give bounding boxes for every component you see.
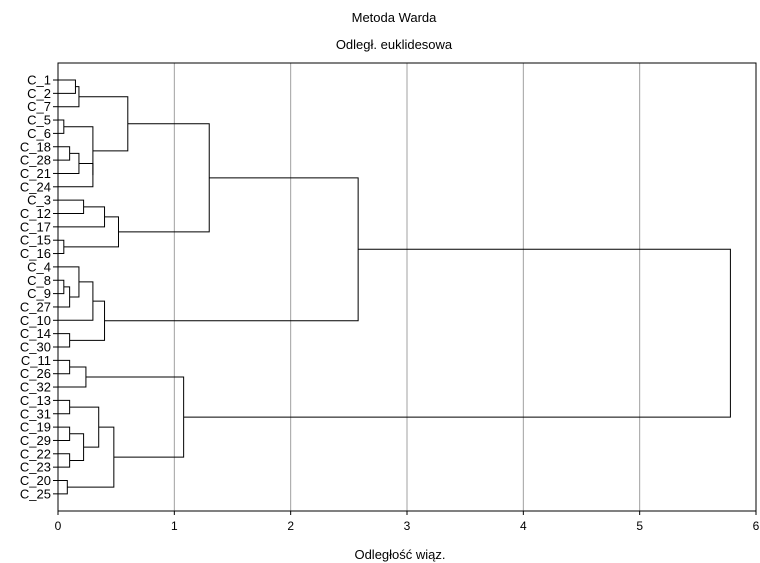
dendrogram-link: [63, 216, 119, 248]
leaf-label: C_11: [21, 353, 51, 368]
leaf-label: C_32: [20, 380, 51, 395]
leaf-label: C_7: [27, 99, 51, 114]
x-tick-label: 0: [55, 519, 62, 533]
leaf-label: C_10: [20, 313, 51, 328]
leaf-label: C_19: [20, 420, 51, 435]
leaf-label: C_12: [20, 206, 51, 221]
dendrogram-link: [58, 480, 68, 495]
x-tick-label: 6: [753, 519, 760, 533]
dendrogram-link: [58, 359, 71, 375]
leaf-label: C_31: [20, 406, 51, 421]
leaf-label: C_6: [27, 126, 51, 141]
leaf-label: C_26: [20, 366, 51, 381]
leaf-label: C_21: [20, 166, 51, 181]
leaf-labels: C_1C_2C_7C_5C_6C_18C_28C_21C_24C_3C_12C_…: [20, 73, 58, 501]
leaf-label: C_14: [20, 326, 51, 341]
leaf-label: C_30: [20, 340, 51, 355]
dendrogram-link: [58, 119, 65, 134]
x-tick-label: 3: [404, 519, 411, 533]
dendrogram-link: [58, 426, 71, 441]
leaf-label: C_8: [27, 273, 51, 288]
leaf-label: C_23: [20, 460, 51, 475]
chart-subtitle: Odległ. euklidesowa: [336, 37, 453, 52]
dendrogram-link: [58, 399, 71, 415]
leaf-label: C_3: [27, 193, 51, 208]
leaf-label: C_29: [20, 433, 51, 448]
x-axis-ticks: 0 1 2 3 4 5 6: [55, 511, 760, 533]
dendrogram-links: [58, 79, 731, 495]
leaf-label: C_1: [27, 73, 51, 88]
grid-lines: [173, 63, 641, 511]
dendrogram-link: [58, 206, 106, 228]
chart-title: Metoda Warda: [352, 10, 438, 25]
dendrogram-link: [69, 433, 85, 461]
leaf-label: C_15: [20, 233, 51, 248]
x-tick-label: 4: [520, 519, 527, 533]
dendrogram-link: [58, 152, 80, 174]
leaf-label: C_24: [20, 179, 51, 194]
leaf-label: C_17: [20, 219, 51, 234]
leaf-label: C_16: [20, 246, 51, 261]
dendrogram-link: [183, 248, 731, 418]
leaf-label: C_13: [20, 393, 51, 408]
dendrogram-link: [58, 79, 76, 94]
dendrogram-link: [58, 162, 94, 188]
leaf-label: C_22: [20, 446, 51, 461]
dendrogram-link: [69, 406, 100, 448]
leaf-label: C_9: [27, 286, 51, 301]
dendrogram-link: [63, 126, 94, 176]
dendrogram-link: [118, 123, 210, 233]
x-tick-label: 1: [171, 519, 178, 533]
dendrogram-link: [104, 177, 359, 322]
dendrogram-link: [58, 279, 65, 295]
dendrogram-link: [58, 199, 85, 214]
leaf-label: C_18: [20, 139, 51, 154]
leaf-label: C_5: [27, 113, 51, 128]
leaf-label: C_20: [20, 473, 51, 488]
leaf-label: C_27: [20, 299, 51, 314]
dendrogram-link: [58, 146, 71, 161]
dendrogram-link: [67, 426, 115, 488]
leaf-label: C_28: [20, 153, 51, 168]
dendrogram-link: [58, 453, 71, 468]
dendrogram-link: [58, 239, 65, 255]
dendrogram-link: [58, 266, 80, 298]
leaf-label: C_2: [27, 86, 51, 101]
x-axis-label: Odległość wiąz.: [354, 547, 445, 562]
dendrogram-link: [85, 376, 185, 458]
leaf-label: C_4: [27, 259, 51, 274]
x-tick-label: 2: [287, 519, 294, 533]
dendrogram-link: [78, 96, 129, 152]
dendrogram-link: [58, 281, 94, 321]
leaf-label: C_25: [20, 486, 51, 501]
dendrogram-link: [58, 333, 71, 348]
dendrogram-link: [58, 366, 87, 388]
x-tick-label: 5: [636, 519, 643, 533]
